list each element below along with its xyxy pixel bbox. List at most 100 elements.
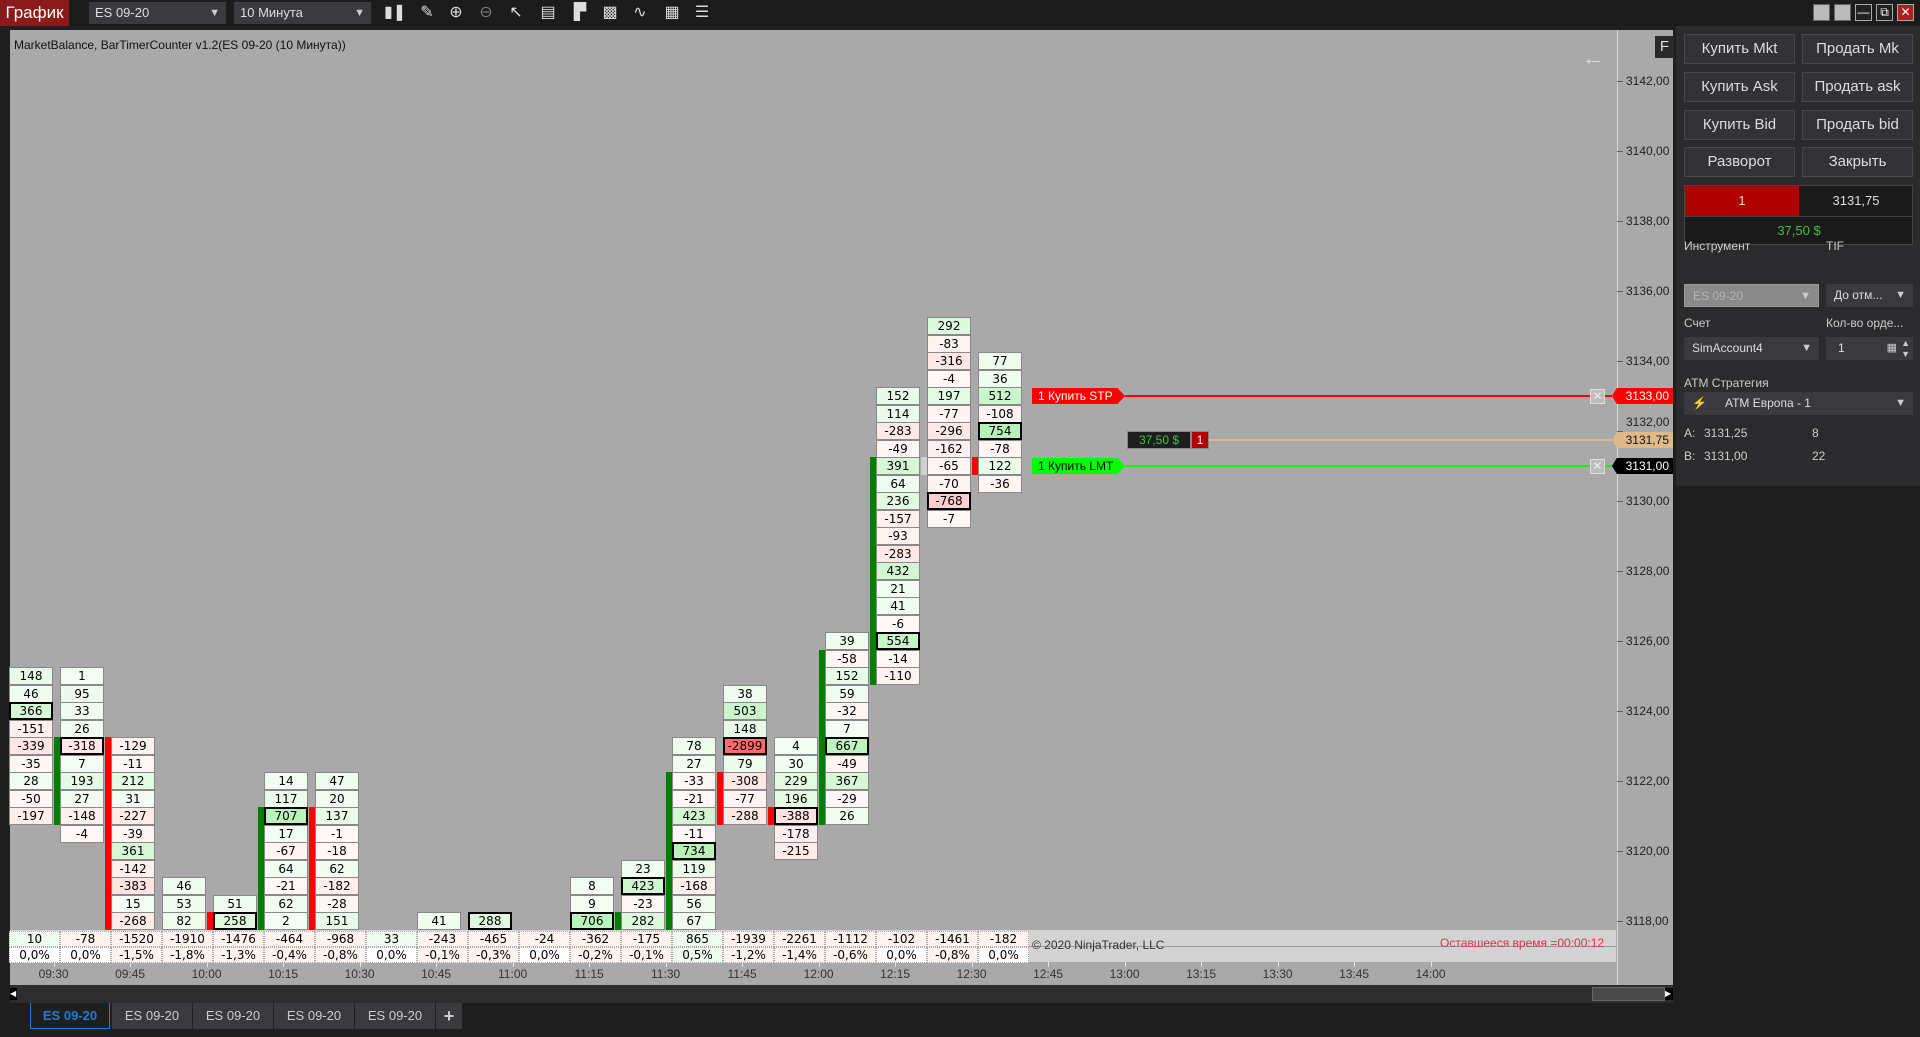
- footprint-cell: 51: [213, 894, 257, 913]
- candle-body-strip: [105, 737, 111, 930]
- footprint-cell: 20: [315, 789, 359, 808]
- window-tile-button-2[interactable]: [1834, 4, 1851, 21]
- back-arrow-icon[interactable]: ←: [1582, 45, 1604, 70]
- close-icon[interactable]: ✕: [1897, 4, 1914, 21]
- chart-trader-icon[interactable]: ▛: [573, 4, 587, 21]
- bar-delta-percent: -0,3%: [468, 947, 519, 963]
- calculator-icon[interactable]: ▦: [1886, 342, 1897, 354]
- time-label: 09:45: [115, 967, 146, 981]
- footprint-cell: 706: [570, 912, 614, 930]
- price-tick: [1617, 431, 1623, 432]
- add-tab-button[interactable]: +: [436, 1003, 462, 1029]
- price-label: 3132,00: [1626, 415, 1670, 429]
- data-box-icon[interactable]: ▤: [540, 4, 556, 21]
- scroll-thumb[interactable]: [1592, 987, 1665, 1001]
- stop-order-flag[interactable]: 1 Купить STP: [1032, 388, 1125, 404]
- atm-strategy-select[interactable]: ⚡ ATM Европа - 1 ▼: [1684, 392, 1913, 415]
- footprint-cell: 2: [264, 912, 308, 930]
- sell-bid-button[interactable]: Продать bid: [1802, 110, 1913, 140]
- footprint-cell: 36: [978, 369, 1022, 388]
- tab-2[interactable]: ES 09-20: [112, 1003, 192, 1029]
- limit-order-line[interactable]: [1125, 465, 1612, 467]
- strategies-icon[interactable]: ∿: [633, 4, 647, 21]
- buy-bid-button[interactable]: Купить Bid: [1684, 110, 1795, 140]
- price-axis[interactable]: [1617, 30, 1673, 985]
- limit-order-flag[interactable]: 1 Купить LMT: [1032, 458, 1125, 474]
- account-select[interactable]: SimAccount4 ▼: [1684, 337, 1819, 360]
- price-tick: [1617, 781, 1623, 782]
- footprint-cell: 212: [111, 772, 155, 790]
- scroll-left-icon[interactable]: ◀: [10, 988, 17, 1000]
- footprint-cell: 27: [60, 789, 104, 808]
- drawing-tools-icon[interactable]: ✎: [420, 4, 434, 21]
- instrument-value: ES 09-20: [95, 5, 150, 20]
- tab-4[interactable]: ES 09-20: [274, 1003, 354, 1029]
- minimize-icon[interactable]: —: [1855, 4, 1872, 21]
- tab-3[interactable]: ES 09-20: [193, 1003, 273, 1029]
- footprint-cell: -49: [876, 439, 920, 458]
- footprint-cell: -23: [621, 894, 665, 913]
- indicators-icon[interactable]: ▩: [602, 4, 618, 21]
- stepper-arrows-icon[interactable]: ▲ ▼: [1901, 338, 1910, 359]
- window-tile-button[interactable]: [1813, 4, 1830, 21]
- bar-delta: -102: [876, 931, 927, 947]
- zoom-in-icon[interactable]: ⊕: [449, 4, 463, 21]
- footprint-cell: 8: [570, 877, 614, 895]
- bar-delta: -1476: [213, 931, 264, 947]
- position-pnl[interactable]: 37,50 $: [1127, 431, 1191, 449]
- reverse-button[interactable]: Разворот: [1684, 147, 1795, 177]
- sell-ask-button[interactable]: Продать ask: [1802, 72, 1913, 102]
- candle-body-strip: [870, 457, 876, 685]
- restore-icon[interactable]: ⧉: [1876, 4, 1893, 21]
- footprint-cell: 197: [927, 387, 971, 405]
- footprint-cell: 754: [978, 422, 1022, 440]
- footprint-cell: -182: [315, 877, 359, 895]
- bar-type-icon[interactable]: ▮❚: [384, 4, 407, 21]
- instrument-selector[interactable]: ES 09-20 ▼: [89, 2, 226, 24]
- sell-market-button[interactable]: Продать Mk: [1802, 34, 1913, 64]
- scroll-right-icon[interactable]: ▶: [1665, 988, 1673, 1000]
- tab-1[interactable]: ES 09-20: [30, 1003, 110, 1029]
- footprint-cell: 14: [264, 772, 308, 790]
- footprint-cell: 47: [315, 772, 359, 790]
- price-tick: [1617, 711, 1623, 712]
- bar-delta: -465: [468, 931, 519, 947]
- tab-5[interactable]: ES 09-20: [355, 1003, 435, 1029]
- chevron-down-icon: ▼: [1801, 342, 1812, 354]
- properties-icon[interactable]: ▦: [664, 4, 680, 21]
- footprint-cell: 366: [9, 702, 53, 720]
- pointer-icon[interactable]: ↖: [509, 4, 523, 21]
- f-button[interactable]: F: [1655, 36, 1674, 58]
- interval-value: 10 Минута: [240, 5, 303, 20]
- buy-ask-button[interactable]: Купить Ask: [1684, 72, 1795, 102]
- quantity-stepper[interactable]: 1 ▦ ▲ ▼: [1826, 337, 1913, 360]
- footprint-cell: 258: [213, 912, 257, 930]
- footprint-cell: 119: [672, 859, 716, 878]
- footprint-cell: 79: [723, 754, 767, 773]
- time-label: 13:00: [1109, 967, 1140, 981]
- chevron-down-icon: ▼: [209, 7, 220, 19]
- lightning-icon: ⚡: [1692, 396, 1707, 410]
- bar-delta: -243: [417, 931, 468, 947]
- position-qty[interactable]: 1: [1191, 431, 1209, 449]
- templates-icon[interactable]: ☰: [694, 4, 710, 21]
- footprint-cell: 196: [774, 789, 818, 808]
- footprint-cell: 27: [672, 754, 716, 773]
- instrument-select[interactable]: ES 09-20 ▼: [1684, 284, 1819, 307]
- buy-market-button[interactable]: Купить Mkt: [1684, 34, 1795, 64]
- footprint-cell: -93: [876, 527, 920, 545]
- horizontal-scrollbar[interactable]: ◀ ▶: [10, 985, 1673, 1003]
- stop-order-line[interactable]: [1125, 395, 1612, 397]
- cancel-limit-icon[interactable]: ✕: [1590, 459, 1605, 474]
- zoom-out-icon[interactable]: ⊖: [479, 4, 493, 21]
- close-position-button[interactable]: Закрыть: [1802, 147, 1913, 177]
- bar-delta-percent: -0,8%: [315, 947, 366, 963]
- price-label: 3142,00: [1626, 74, 1670, 88]
- tif-select[interactable]: До отм... ▼: [1826, 284, 1913, 307]
- price-tick: [1617, 921, 1623, 922]
- interval-selector[interactable]: 10 Минута ▼: [234, 2, 371, 24]
- time-tick: [206, 962, 208, 967]
- chart-menu-button[interactable]: График: [0, 0, 69, 26]
- candle-body-strip: [615, 912, 621, 930]
- cancel-stop-icon[interactable]: ✕: [1590, 389, 1605, 404]
